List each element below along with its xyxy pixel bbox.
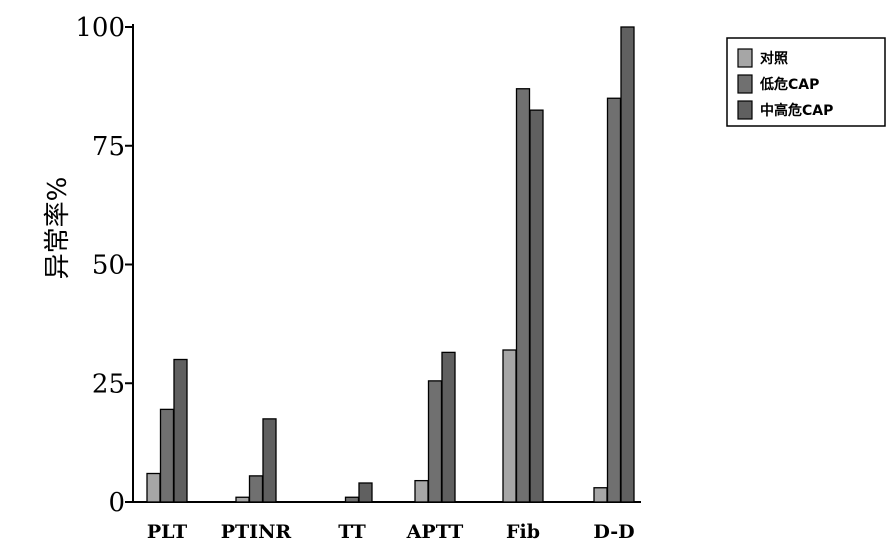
legend-box xyxy=(726,37,886,127)
category-label: D-D xyxy=(593,521,634,543)
bar-ptinr-series-2 xyxy=(248,475,264,503)
bar-tt-series-3 xyxy=(358,482,373,503)
y-tick-label: 50 xyxy=(92,251,125,281)
bars xyxy=(146,26,635,503)
bar-d-d-series-2 xyxy=(606,97,622,503)
y-tick-label: 25 xyxy=(92,369,125,399)
bar-ptinr-series-1 xyxy=(235,496,250,503)
bar-tt-series-2 xyxy=(344,496,360,503)
y-axis-label: 异常率% xyxy=(43,177,73,280)
y-tick-label: 75 xyxy=(92,132,125,162)
legend-swatch xyxy=(737,48,753,68)
bar-plt-series-2 xyxy=(159,408,175,503)
legend-swatch xyxy=(737,74,753,94)
category-label: PLT xyxy=(147,521,187,543)
bar-d-d-series-1 xyxy=(593,487,608,503)
y-ticks: 0 25 50 75 100 xyxy=(75,13,133,518)
bar-plt-series-1 xyxy=(146,472,161,503)
axes xyxy=(132,24,641,503)
bar-fib-series-3 xyxy=(529,109,544,503)
y-tick-label: 0 xyxy=(108,488,125,518)
bar-fib-series-2 xyxy=(515,88,531,503)
y-tick-label: 100 xyxy=(75,13,125,43)
bar-aptt-series-1 xyxy=(414,479,429,503)
bar-d-d-series-3 xyxy=(620,26,635,503)
bar-aptt-series-2 xyxy=(427,380,443,503)
legend-swatch xyxy=(737,100,753,120)
category-label: APTT xyxy=(406,521,464,543)
bar-plt-series-3 xyxy=(173,358,188,503)
legend-label: 中高危CAP xyxy=(760,102,833,119)
category-labels: PLT PTINR TT APTT Fib D-D xyxy=(147,521,635,543)
legend-label: 低危CAP xyxy=(759,76,819,93)
category-label: PTINR xyxy=(221,521,292,543)
bar-fib-series-1 xyxy=(502,349,517,503)
category-label: Fib xyxy=(506,521,540,543)
legend-label: 对照 xyxy=(760,50,788,67)
bar-aptt-series-3 xyxy=(441,351,456,503)
bar-ptinr-series-3 xyxy=(262,418,277,503)
category-label: TT xyxy=(338,521,366,543)
